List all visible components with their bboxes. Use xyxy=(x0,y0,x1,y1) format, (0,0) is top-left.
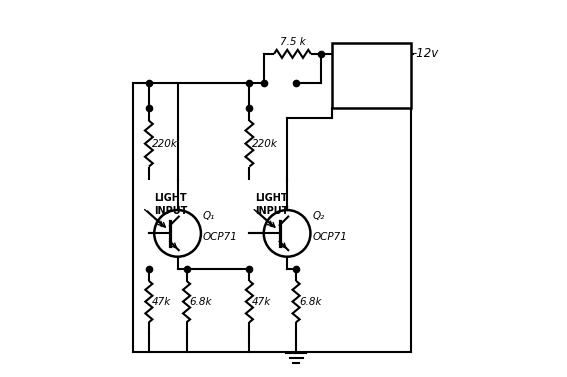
Text: 220k: 220k xyxy=(152,139,177,149)
Text: -12v: -12v xyxy=(413,48,439,60)
Text: 6.8k: 6.8k xyxy=(189,297,212,307)
Text: CONTROL: CONTROL xyxy=(342,62,401,72)
Text: OCP71: OCP71 xyxy=(203,231,238,242)
Text: 47k: 47k xyxy=(252,297,272,307)
Text: 47k: 47k xyxy=(152,297,171,307)
Text: 220k: 220k xyxy=(252,139,278,149)
Text: LIGHT
INPUT: LIGHT INPUT xyxy=(255,193,288,216)
Bar xyxy=(332,43,411,108)
Text: OCP71: OCP71 xyxy=(312,231,347,242)
Text: 6.8k: 6.8k xyxy=(299,297,321,307)
Text: LIGHT
INPUT: LIGHT INPUT xyxy=(154,193,188,216)
Text: Q₂: Q₂ xyxy=(312,211,324,221)
Text: Q₁: Q₁ xyxy=(203,211,215,221)
Text: 7.5 k: 7.5 k xyxy=(280,37,306,47)
Text: CIRCUIT: CIRCUIT xyxy=(346,79,396,89)
